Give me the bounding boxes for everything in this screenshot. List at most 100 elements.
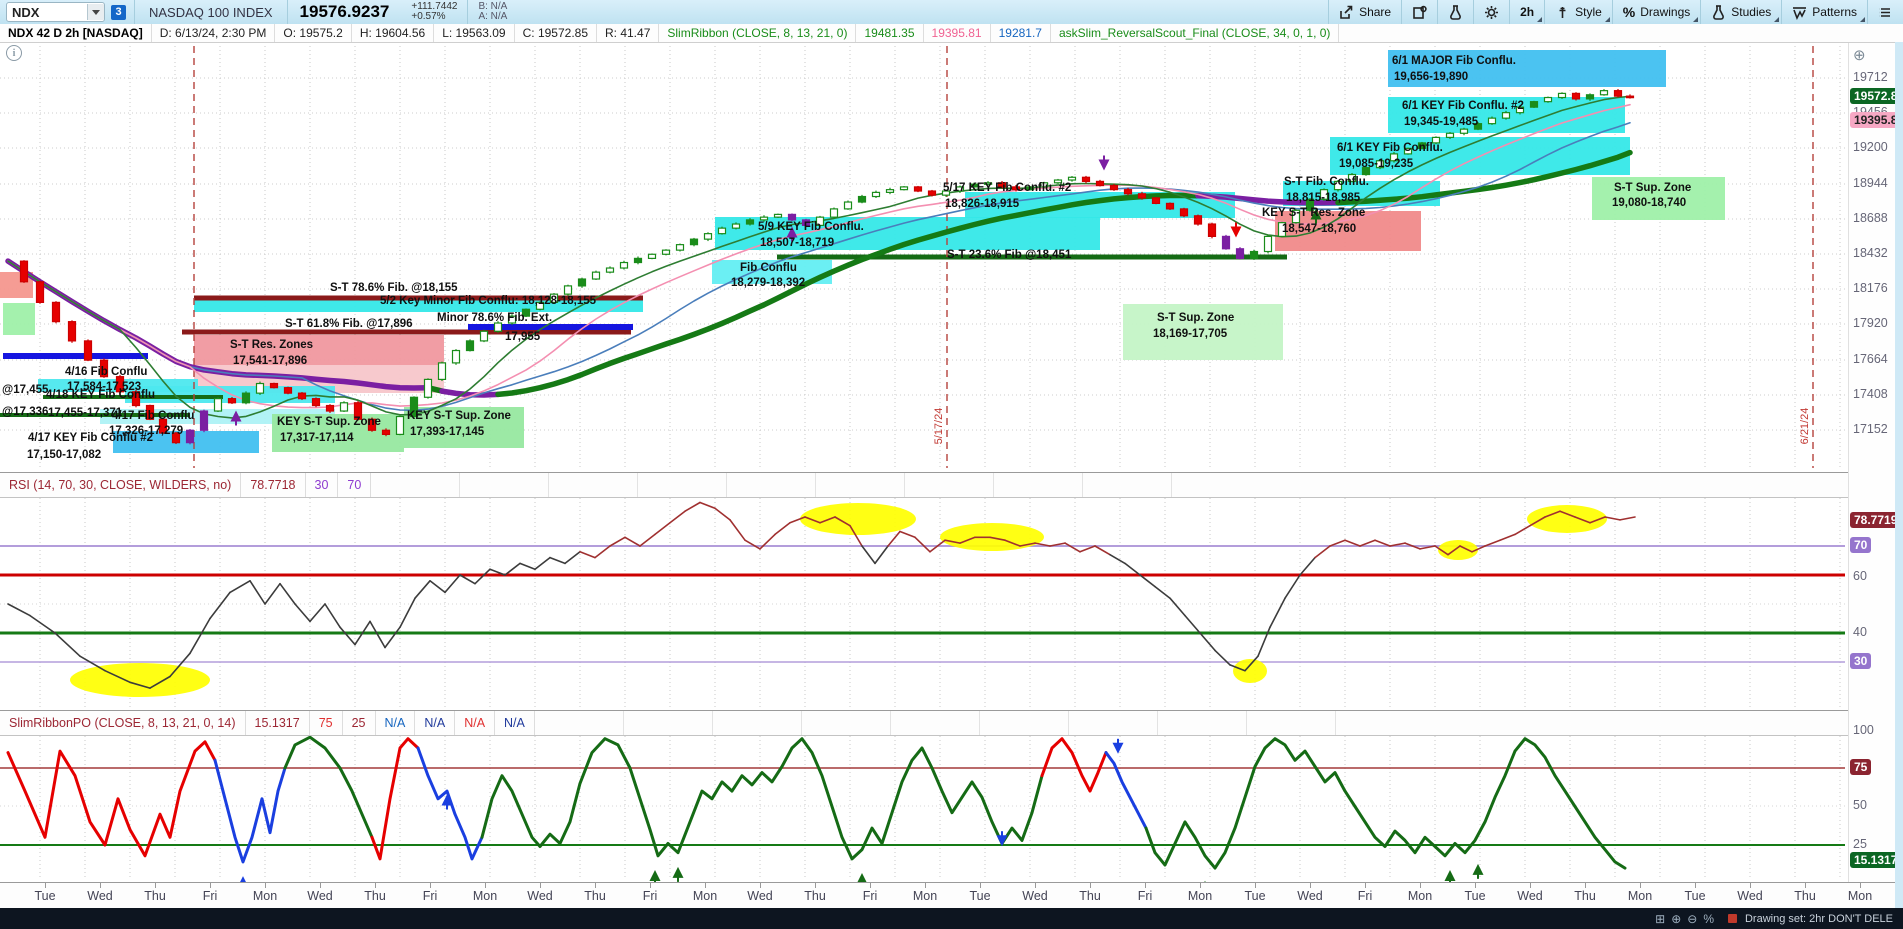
time-axis-label: Thu xyxy=(1794,889,1816,903)
corner-triangle-icon xyxy=(1537,17,1543,22)
symbol-input[interactable]: NDX xyxy=(6,2,105,22)
chart-header-cell[interactable]: O: 19575.2 xyxy=(275,24,352,42)
time-axis-tick xyxy=(210,883,211,888)
time-axis-tick xyxy=(1695,883,1696,888)
axis-tick-label: 40 xyxy=(1853,625,1867,639)
chart-annotation: KEY S-T Res. Zone xyxy=(1262,207,1366,219)
time-axis[interactable]: Tue Wed Thu Fri Mon Wed Thu Fri Mon Wed Thu Fri Mon W… xyxy=(0,882,1903,909)
axis-tick-label: 25 xyxy=(1853,837,1867,851)
status-bar-icon[interactable]: ⊞ xyxy=(1655,911,1666,926)
patterns-button[interactable]: Patterns xyxy=(1781,0,1867,24)
po-header-cell[interactable]: 75 xyxy=(310,711,343,735)
top-toolbar: NDX 3 NASDAQ 100 INDEX 19576.9237 +111.7… xyxy=(0,0,1903,25)
rsi-header-empty-cell xyxy=(638,473,728,497)
time-axis-label: Thu xyxy=(804,889,826,903)
po-header-cell[interactable]: SlimRibbonPO (CLOSE, 8, 13, 21, 0, 14) xyxy=(0,711,246,735)
vertical-date-label: 6/21/24 xyxy=(1799,407,1811,445)
chart-settings-button[interactable] xyxy=(1473,0,1509,24)
cursor-mode-icon[interactable]: ⊕ xyxy=(1853,47,1866,64)
status-bar-icon[interactable]: ⊖ xyxy=(1687,911,1698,926)
style-label: Style xyxy=(1575,5,1602,19)
po-header-cell[interactable]: 25 xyxy=(343,711,376,735)
chart-header-cell[interactable]: C: 19572.85 xyxy=(515,24,597,42)
chart-header-cell[interactable]: askSlim_ReversalScout_Final (CLOSE, 34, … xyxy=(1051,24,1340,42)
chart-header-cell[interactable]: 19281.7 xyxy=(991,24,1051,42)
rsi-header-cell[interactable]: RSI (14, 70, 30, CLOSE, WILDERS, no) xyxy=(0,473,242,497)
time-axis-tick xyxy=(650,883,651,888)
po-header-empty-cell xyxy=(1158,711,1247,735)
chart-annotation: 17,317-17,114 xyxy=(280,432,354,444)
chart-menu-button[interactable] xyxy=(1867,0,1903,24)
chart-annotation: @17,336 xyxy=(2,406,49,418)
axis-tick-label: 60 xyxy=(1853,569,1867,583)
drawing-set-color-icon[interactable] xyxy=(1727,914,1737,923)
price-axis-gutter[interactable]: 1971219456192001894418688184321817617920… xyxy=(1848,42,1903,908)
chart-header-cell[interactable]: R: 41.47 xyxy=(597,24,660,42)
chart-annotation: 19,345-19,485 xyxy=(1404,116,1479,128)
time-axis-tick xyxy=(1420,883,1421,888)
style-button[interactable]: Style xyxy=(1544,0,1612,24)
rsi-header-empty-cell xyxy=(371,473,461,497)
economic-events-button[interactable] xyxy=(1401,0,1437,24)
vertical-date-lines xyxy=(193,46,1814,468)
studies-button[interactable]: Studies xyxy=(1700,0,1781,24)
change-percent: +0.57% xyxy=(411,11,446,22)
rsi-header-cell[interactable]: 70 xyxy=(338,473,372,497)
time-axis-label: Wed xyxy=(527,889,553,903)
chart-header-cell[interactable]: SlimRibbon (CLOSE, 8, 13, 21, 0) xyxy=(659,24,857,42)
status-bar-icon[interactable]: ⊕ xyxy=(1671,911,1682,926)
status-bar-icon[interactable]: % xyxy=(1703,911,1714,926)
po-header-empty-cell xyxy=(891,711,980,735)
symbol-dropdown-button[interactable] xyxy=(87,4,104,20)
rsi-header-empty-cell xyxy=(460,473,550,497)
status-bar: ⊞ ⊕ ⊖% Drawing set: 2hr DON'T DELE xyxy=(0,908,1903,929)
chart-annotation: 17,541-17,896 xyxy=(233,355,308,367)
chart-canvas[interactable] xyxy=(0,42,1903,908)
corner-triangle-icon xyxy=(1774,17,1780,22)
po-header-cell[interactable]: 15.1317 xyxy=(246,711,310,735)
info-icon[interactable]: i xyxy=(6,45,22,61)
time-axis-label: Tue xyxy=(969,889,991,903)
chart-annotation: S-T Sup. Zone xyxy=(1614,182,1692,194)
time-axis-tick xyxy=(1090,883,1091,888)
ask-value: A: N/A xyxy=(478,11,508,22)
chart-header-cell[interactable]: L: 19563.09 xyxy=(434,24,515,42)
axis-tick-label: 19712 xyxy=(1853,70,1888,84)
link-group-badge[interactable]: 3 xyxy=(111,4,126,20)
chart-header-cell[interactable]: 19395.81 xyxy=(924,24,991,42)
menu-icon xyxy=(1879,7,1890,17)
po-header-cell[interactable]: N/A xyxy=(455,711,496,735)
time-axis-label: Tue xyxy=(1244,889,1266,903)
drawings-button[interactable]: % Drawings xyxy=(1611,0,1700,24)
time-axis-label: Tue xyxy=(1684,889,1706,903)
axis-tick-label: 17920 xyxy=(1853,316,1888,330)
analysis-tools-button[interactable] xyxy=(1437,0,1473,24)
chart-annotation: 4/18 KEY Fib Conflu xyxy=(46,389,156,401)
share-icon xyxy=(1340,5,1353,19)
share-button[interactable]: Share xyxy=(1328,0,1401,24)
axis-tick-label: 50 xyxy=(1853,798,1867,812)
chart-annotation: 18,547-18,760 xyxy=(1282,223,1357,235)
chart-header-cell[interactable]: D: 6/13/24, 2:30 PM xyxy=(152,24,276,42)
chart-header-cell[interactable]: 19481.35 xyxy=(856,24,924,42)
rsi-header-cell[interactable]: 30 xyxy=(306,473,339,497)
po-header-cell[interactable]: N/A xyxy=(415,711,456,735)
rsi-header-empty-cell xyxy=(816,473,906,497)
chart-header-cell[interactable]: NDX 42 D 2h [NASDAQ] xyxy=(0,24,152,42)
time-axis-tick xyxy=(1805,883,1806,888)
timeframe-button[interactable]: 2h xyxy=(1509,0,1544,24)
po-header-cell[interactable]: N/A xyxy=(495,711,535,735)
time-axis-label: Fri xyxy=(1137,889,1153,903)
chart-annotation: KEY S-T Sup. Zone xyxy=(407,410,511,422)
time-axis-tick xyxy=(1750,883,1751,888)
axis-tick-label: 19200 xyxy=(1853,140,1888,154)
chart-annotation: S-T Sup. Zone xyxy=(1157,312,1235,324)
time-axis-tick xyxy=(925,883,926,888)
time-axis-label: Fri xyxy=(1357,889,1373,903)
time-axis-tick xyxy=(980,883,981,888)
chart-header-cell[interactable]: H: 19604.56 xyxy=(352,24,435,42)
rsi-header-cell[interactable]: 78.7718 xyxy=(241,473,306,497)
po-header-cell[interactable]: N/A xyxy=(376,711,416,735)
rsi-header-empty-cell xyxy=(549,473,639,497)
time-axis-label: Mon xyxy=(472,889,498,903)
